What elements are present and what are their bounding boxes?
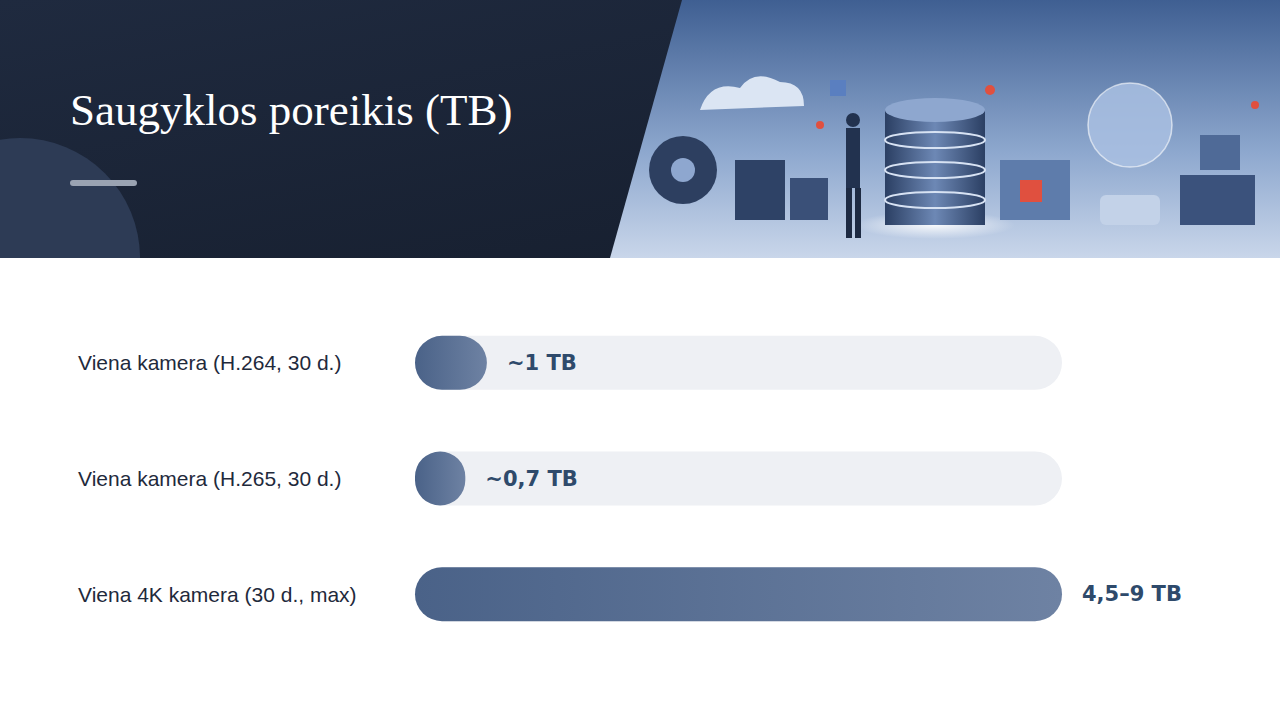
svg-text:~0,7 TB: ~0,7 TB	[485, 467, 577, 491]
svg-text:~1 TB: ~1 TB	[507, 351, 577, 375]
html-text:Saugyklos poreikis (TB): Saugyklos poreikis (TB)	[70, 85, 513, 135]
svg-text:Viena 4K kamera (30 d., max): Viena 4K kamera (30 d., max)	[78, 583, 357, 606]
svg-text:4,5–9 TB: 4,5–9 TB	[1082, 582, 1182, 606]
svg-text:Viena kamera (H.265, 30 d.): Viena kamera (H.265, 30 d.)	[78, 467, 341, 490]
svg-text:Viena kamera (H.264, 30 d.): Viena kamera (H.264, 30 d.)	[78, 351, 341, 374]
